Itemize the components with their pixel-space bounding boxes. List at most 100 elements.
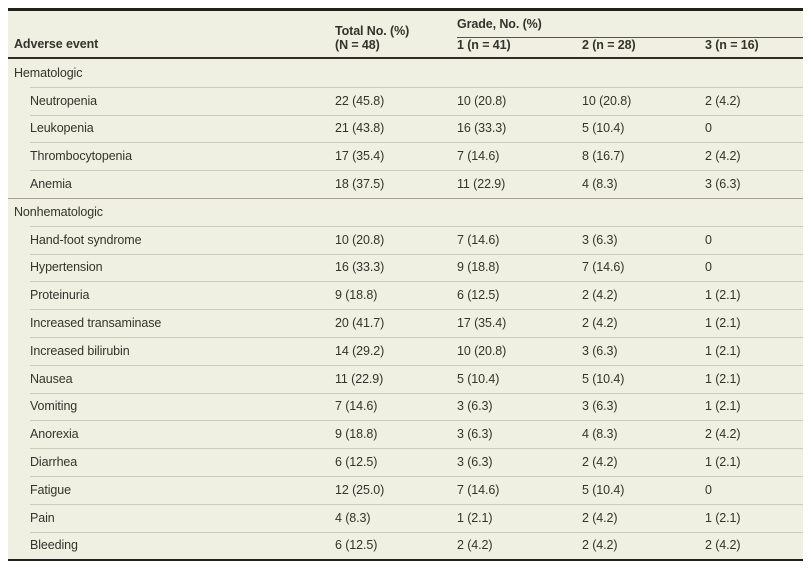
header-grade-title: Grade, No. (%) (457, 17, 542, 31)
cell-grade-1: 3 (6.3) (457, 427, 493, 442)
table-row: Pain 4 (8.3) 1 (2.1) 2 (4.2) 1 (2.1) (8, 503, 803, 532)
cell-total: 7 (14.6) (335, 399, 378, 414)
table-row: Increased transaminase 20 (41.7) 17 (35.4)… (8, 309, 803, 337)
cell-grade-3: 1 (2.1) (705, 399, 741, 414)
cell-grade-3: 0 (705, 121, 712, 136)
cell-total: 4 (8.3) (335, 510, 371, 525)
row-separator (30, 448, 803, 450)
row-separator (30, 309, 803, 311)
cell-grade-3: 1 (2.1) (705, 455, 741, 470)
cell-total: 11 (22.9) (335, 371, 384, 386)
cell-grade-2: 2 (4.2) (582, 538, 618, 553)
row-separator (30, 420, 803, 422)
cell-total: 20 (41.7) (335, 316, 385, 331)
cell-total: 18 (37.5) (335, 177, 385, 192)
row-label: Increased bilirubin (30, 343, 130, 358)
cell-grade-1: 7 (14.6) (457, 482, 500, 497)
cell-grade-3: 1 (2.1) (705, 316, 741, 331)
row-label: Hematologic (14, 65, 83, 80)
cell-grade-1: 2 (4.2) (457, 538, 493, 553)
cell-total: 9 (18.8) (335, 427, 378, 442)
cell-grade-2: 2 (4.2) (582, 316, 618, 331)
cell-total: 10 (20.8) (335, 232, 385, 247)
cell-grade-2: 5 (10.4) (582, 482, 625, 497)
cell-total: 6 (12.5) (335, 455, 378, 470)
cell-grade-2: 5 (10.4) (582, 121, 625, 136)
row-label: Anemia (30, 177, 72, 192)
row-separator (30, 364, 803, 366)
cell-grade-1: 17 (35.4) (457, 316, 507, 331)
cell-total: 9 (18.8) (335, 288, 378, 303)
row-label: Diarrhea (30, 455, 78, 470)
row-separator (30, 392, 803, 394)
cell-total: 17 (35.4) (335, 149, 385, 164)
table-row: Leukopenia 21 (43.8) 16 (33.3) 5 (10.4) 0 (8, 114, 803, 143)
row-separator (30, 336, 803, 338)
cell-grade-1: 3 (6.3) (457, 399, 493, 414)
header-total-line1: Total No. (%) (335, 24, 410, 38)
header-grade-group: Grade, No. (%) 1 (n = 41) 2 (n = 28) 3 (… (457, 11, 803, 57)
row-label: Anorexia (30, 427, 79, 442)
table-header: Adverse event Total No. (%) (N = 48) Gra… (8, 11, 803, 59)
table-row: Hand-foot syndrome 10 (20.8) 7 (14.6) 3 (6.… (8, 225, 803, 254)
table-row: Anorexia 9 (18.8) 3 (6.3) 4 (8.3) 2 (4.2) (8, 420, 803, 448)
section-row: Nonhematologic (8, 197, 803, 226)
row-separator (30, 142, 803, 144)
cell-grade-1: 3 (6.3) (457, 455, 493, 470)
row-label: Proteinuria (30, 288, 90, 303)
table-row: Diarrhea 6 (12.5) 3 (6.3) 2 (4.2) 1 (2.1) (8, 448, 803, 476)
table-row: Vomiting 7 (14.6) 3 (6.3) 3 (6.3) 1 (2.1) (8, 392, 803, 421)
row-separator (30, 475, 803, 477)
cell-grade-1: 7 (14.6) (457, 149, 500, 164)
header-total-line2: (N = 48) (335, 37, 380, 52)
cell-grade-2: 2 (4.2) (582, 288, 618, 303)
cell-total: 16 (33.3) (335, 260, 385, 275)
adverse-events-table: Adverse event Total No. (%) (N = 48) Gra… (8, 8, 803, 562)
cell-grade-3: 3 (6.3) (705, 177, 741, 192)
cell-grade-3: 2 (4.2) (705, 93, 741, 108)
cell-grade-3: 1 (2.1) (705, 288, 741, 303)
header-grade-1: 1 (n = 41) (457, 37, 511, 52)
cell-grade-2: 3 (6.3) (582, 399, 618, 414)
cell-grade-1: 9 (18.8) (457, 260, 500, 275)
cell-grade-3: 0 (705, 482, 712, 497)
row-label: Vomiting (30, 399, 78, 414)
row-separator (8, 197, 803, 199)
cell-grade-3: 2 (4.2) (705, 149, 741, 164)
row-separator (30, 253, 803, 255)
row-separator (30, 170, 803, 172)
table-row: Bleeding 6 (12.5) 2 (4.2) 2 (4.2) 2 (4.2) (8, 531, 803, 560)
grade-group-underline (457, 37, 803, 38)
section-row: Hematologic (8, 59, 803, 87)
row-label: Leukopenia (30, 121, 94, 136)
header-grade-columns: 1 (n = 41) 2 (n = 28) 3 (n = 16) (457, 37, 803, 58)
table-row: Thrombocytopenia 17 (35.4) 7 (14.6) 8 (16.7… (8, 142, 803, 170)
row-separator (30, 86, 803, 88)
table-row: Increased bilirubin 14 (29.2) 10 (20.8) 3 (… (8, 336, 803, 365)
cell-grade-3: 1 (2.1) (705, 510, 741, 525)
row-label: Hypertension (30, 260, 103, 275)
row-separator (30, 503, 803, 505)
cell-grade-1: 11 (22.9) (457, 177, 506, 192)
table-row: Fatigue 12 (25.0) 7 (14.6) 5 (10.4) 0 (8, 475, 803, 504)
cell-grade-1: 7 (14.6) (457, 232, 500, 247)
cell-grade-2: 10 (20.8) (582, 93, 632, 108)
cell-total: 14 (29.2) (335, 343, 385, 358)
cell-grade-3: 1 (2.1) (705, 371, 741, 386)
row-separator (30, 281, 803, 283)
header-total-column: Total No. (%) (N = 48) (335, 11, 457, 57)
cell-total: 6 (12.5) (335, 538, 378, 553)
table-row: Neutropenia 22 (45.8) 10 (20.8) 10 (20.8) 2 … (8, 86, 803, 115)
cell-grade-3: 2 (4.2) (705, 538, 741, 553)
cell-grade-3: 2 (4.2) (705, 427, 741, 442)
cell-grade-2: 2 (4.2) (582, 510, 618, 525)
cell-grade-2: 3 (6.3) (582, 343, 618, 358)
row-label: Nausea (30, 371, 73, 386)
cell-grade-2: 8 (16.7) (582, 149, 625, 164)
cell-grade-2: 4 (8.3) (582, 427, 618, 442)
cell-grade-1: 10 (20.8) (457, 93, 507, 108)
row-label: Bleeding (30, 538, 78, 553)
cell-grade-1: 5 (10.4) (457, 371, 500, 386)
row-label: Thrombocytopenia (30, 149, 132, 164)
cell-grade-1: 16 (33.3) (457, 121, 507, 136)
